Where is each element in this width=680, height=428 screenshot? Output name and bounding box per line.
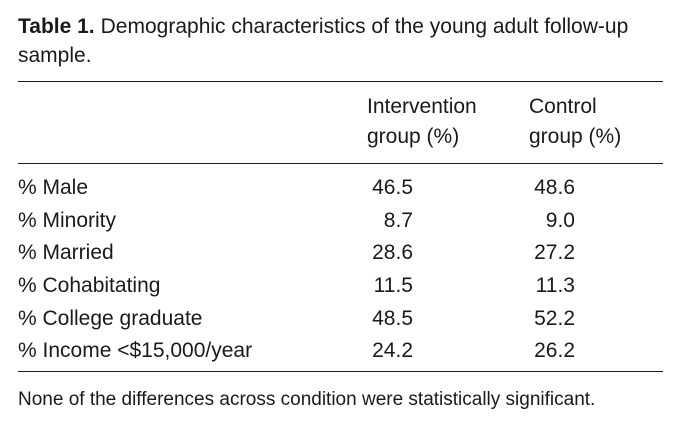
- header-intervention-line-1: Intervention: [367, 95, 477, 118]
- row-label: % Income <$15,000/year: [18, 339, 253, 363]
- table-label: Table 1.: [18, 15, 95, 38]
- control-value: 9.0: [545, 208, 575, 232]
- row-label: % Cohabitating: [18, 274, 161, 298]
- header-rule: [18, 163, 663, 164]
- header-intervention: Intervention group (%): [367, 92, 477, 152]
- table-row: % Income <$15,000/year 24.2 26.2: [18, 335, 663, 368]
- intervention-value: 8.7: [383, 208, 413, 232]
- control-value: 48.6: [534, 176, 575, 200]
- control-value: 52.2: [534, 306, 575, 330]
- header-control-line-1: Control: [529, 95, 597, 118]
- top-rule: [18, 81, 663, 82]
- control-value: 27.2: [534, 241, 575, 265]
- table-row: % Minority 8.7 9.0: [18, 205, 663, 238]
- table-row: % Married 28.6 27.2: [18, 237, 663, 270]
- table-footnote: None of the differences across condition…: [18, 389, 596, 410]
- data-table: % Male 46.5 48.6 % Minority 8.7 9.0 % Ma…: [18, 172, 663, 368]
- header-control: Control group (%): [529, 92, 621, 152]
- row-label: % Male: [18, 176, 89, 200]
- intervention-value: 48.5: [372, 306, 413, 330]
- bottom-rule: [18, 371, 663, 372]
- row-label: % Married: [18, 241, 114, 265]
- intervention-value: 28.6: [372, 241, 413, 265]
- intervention-value: 46.5: [372, 176, 413, 200]
- table-row: % College graduate 48.5 52.2: [18, 302, 663, 335]
- table-row: % Male 46.5 48.6: [18, 172, 663, 205]
- header-intervention-line-2: group (%): [367, 125, 460, 148]
- control-value: 11.3: [535, 274, 575, 298]
- header-control-line-2: group (%): [529, 125, 622, 148]
- control-value: 26.2: [534, 339, 575, 363]
- table-caption: Table 1. Demographic characteristics of t…: [18, 12, 658, 70]
- row-label: % Minority: [18, 208, 117, 232]
- row-label: % College graduate: [18, 306, 203, 330]
- table-row: % Cohabitating 11.5 11.3: [18, 270, 663, 303]
- intervention-value: 24.2: [372, 339, 413, 363]
- table-title: Demographic characteristics of the young…: [18, 15, 629, 67]
- intervention-value: 11.5: [373, 274, 413, 298]
